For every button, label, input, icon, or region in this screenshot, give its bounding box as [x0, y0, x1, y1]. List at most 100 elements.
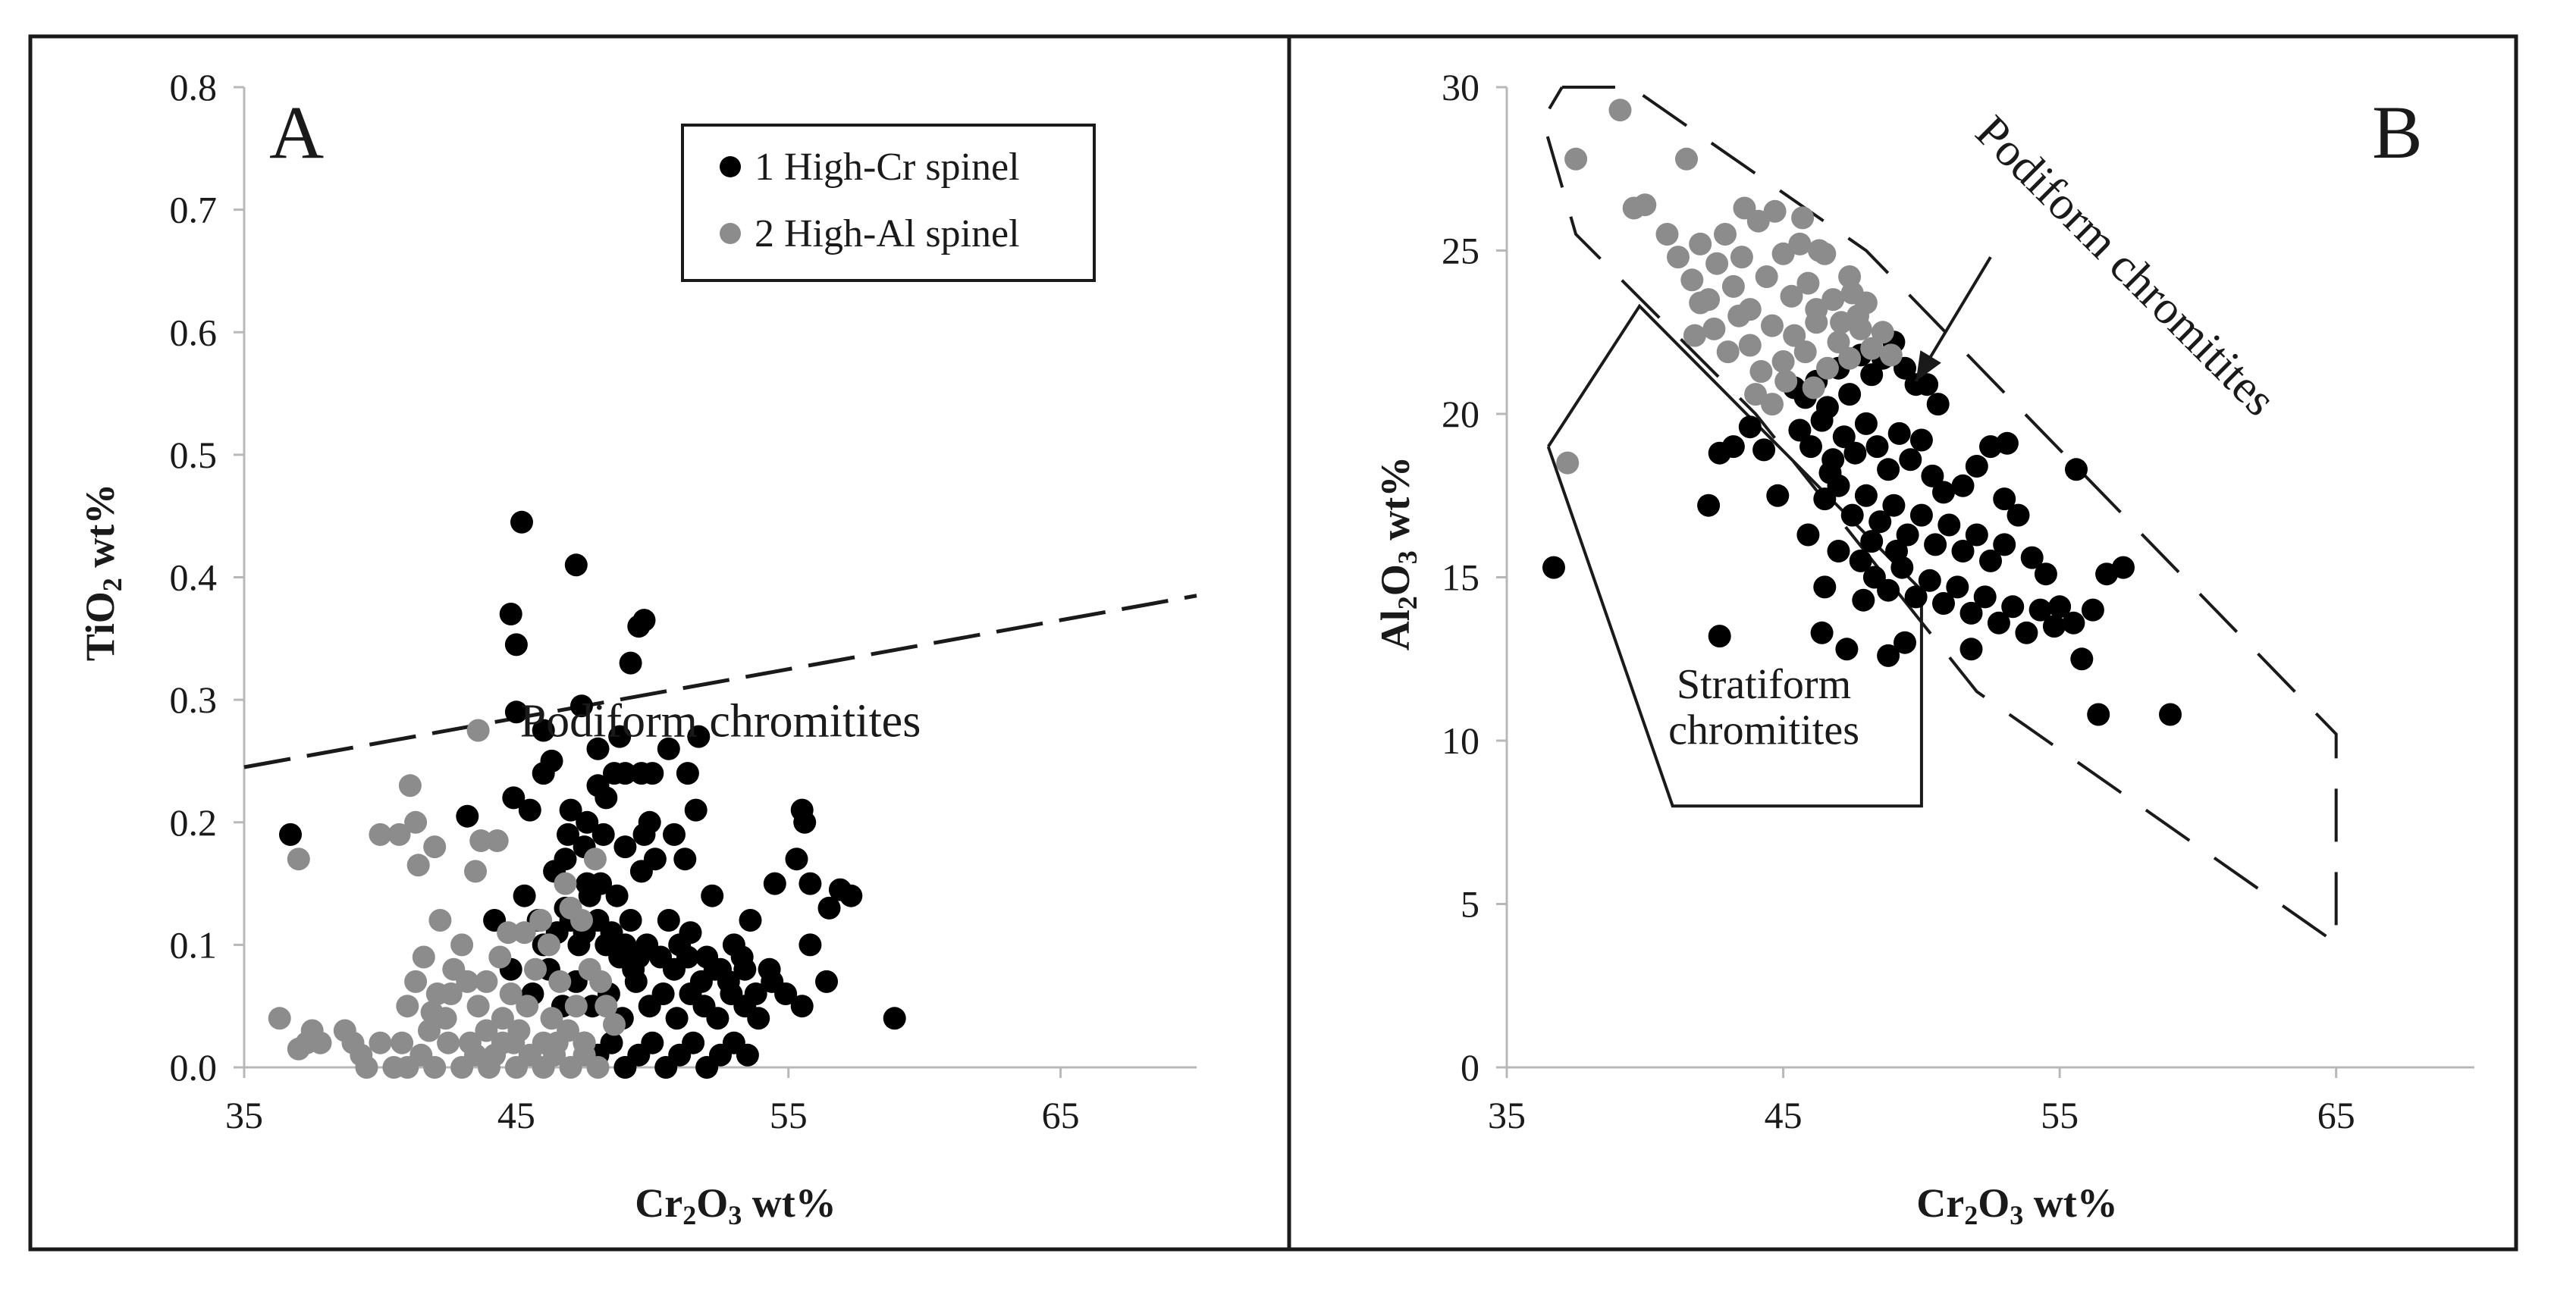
point-high-cr: [1951, 474, 1975, 497]
point-high-al: [537, 933, 560, 957]
y-tick-label: 20: [1442, 393, 1479, 435]
point-high-cr: [1832, 425, 1856, 449]
point-high-al: [1721, 274, 1745, 298]
y-tick-label: 0.5: [170, 434, 218, 476]
panel-a-x-tick-labels: 35 45 55 65: [225, 1067, 1080, 1136]
point-high-al: [423, 835, 447, 859]
point-high-cr: [1995, 431, 2019, 455]
point-high-cr: [1697, 494, 1721, 517]
panel-b-annotation-podiform: Podiform chromitites: [1966, 106, 2286, 426]
point-high-cr: [839, 884, 863, 907]
panel-a-y-axis-title: TiO2 wt%: [77, 484, 127, 662]
outer-frame: [28, 34, 2518, 1252]
point-high-al: [1556, 451, 1580, 475]
point-high-cr: [2042, 615, 2066, 638]
x-tick-label: 55: [770, 1094, 808, 1136]
point-high-cr: [1868, 510, 1892, 534]
point-high-al: [1689, 232, 1712, 255]
point-high-al: [1771, 350, 1795, 373]
point-high-cr: [1885, 540, 1908, 562]
point-high-al: [603, 1013, 626, 1036]
point-high-cr: [1827, 540, 1850, 562]
point-high-cr: [1921, 464, 1944, 487]
point-high-al: [1727, 304, 1751, 327]
point-high-cr: [1810, 409, 1834, 432]
point-high-cr: [665, 1007, 689, 1030]
panel-b-y-tick-labels: 0 5 10 15 20 25 30: [1442, 66, 1507, 1089]
y-tick-label: 10: [1442, 719, 1479, 762]
point-high-cr: [510, 510, 533, 534]
point-high-al: [1827, 331, 1850, 354]
panel-a-legend: 1 High-Cr spinel 2 High-Al spinel: [681, 124, 1096, 282]
point-high-cr: [817, 896, 841, 920]
y-tick-label: 15: [1442, 556, 1479, 599]
point-high-al: [369, 1031, 392, 1054]
point-high-cr: [736, 1043, 759, 1067]
y-tick-label: 0.6: [170, 311, 218, 353]
point-high-al: [586, 1056, 610, 1079]
point-high-cr: [2065, 458, 2088, 481]
x-tick-label: 45: [1765, 1094, 1803, 1136]
point-high-al: [387, 823, 411, 846]
point-high-cr: [799, 933, 822, 957]
point-high-al: [513, 921, 536, 945]
point-high-al: [1761, 393, 1784, 416]
point-high-cr: [717, 970, 740, 993]
y-tick-label: 25: [1442, 230, 1479, 272]
point-high-al: [469, 829, 493, 852]
point-high-al: [466, 995, 490, 1018]
x-tick-label: 35: [1488, 1094, 1526, 1136]
y-tick-label: 0.4: [170, 556, 218, 599]
point-high-al: [488, 945, 512, 969]
boundary-dashed-line: [243, 594, 1197, 769]
point-high-cr: [1894, 631, 1916, 654]
panel-b-arrow: [1914, 256, 1992, 382]
point-high-cr: [2020, 546, 2044, 569]
panel-b: 35 45 55 65 0 5 10 15 20 25 30 B Podiform chromit…: [1373, 66, 2474, 1230]
point-high-cr: [2087, 703, 2110, 726]
point-high-cr: [641, 1031, 664, 1054]
point-high-al: [1788, 232, 1812, 255]
point-high-al: [543, 1043, 566, 1067]
point-high-cr: [651, 982, 675, 1005]
x-tick-label: 45: [497, 1094, 535, 1136]
point-high-al: [1780, 284, 1803, 308]
point-high-al: [475, 1019, 498, 1042]
point-high-cr: [619, 909, 642, 932]
point-high-al: [485, 829, 509, 852]
point-high-cr: [1766, 484, 1790, 507]
point-high-al: [398, 774, 422, 797]
point-high-al: [1761, 314, 1784, 337]
point-high-al: [1667, 246, 1690, 269]
point-high-cr: [1835, 638, 1859, 661]
point-high-al: [1705, 252, 1729, 275]
point-high-al: [548, 970, 572, 993]
point-high-al: [369, 823, 392, 846]
point-high-cr: [1909, 428, 1933, 452]
panel-b-x-axis-title: Cr2O3 wt%: [1916, 1180, 2117, 1230]
point-high-cr: [730, 945, 754, 969]
point-high-cr: [1843, 441, 1867, 465]
point-high-al: [1738, 334, 1762, 357]
stratiform-field-outline: [1546, 303, 1923, 808]
point-high-al: [491, 1007, 514, 1030]
point-high-al: [1838, 346, 1862, 370]
point-high-al: [1702, 317, 1726, 340]
point-high-al: [287, 848, 310, 871]
point-high-cr: [1860, 363, 1884, 387]
y-tick-label: 5: [1461, 883, 1479, 926]
point-high-al: [1808, 239, 1831, 262]
point-high-cr: [682, 1031, 705, 1054]
point-high-cr: [613, 762, 637, 785]
point-high-cr: [785, 848, 808, 871]
point-high-cr: [1852, 588, 1875, 612]
point-high-cr: [632, 609, 656, 632]
point-high-cr: [1738, 415, 1762, 439]
point-high-al: [428, 909, 452, 932]
point-high-cr: [883, 1007, 906, 1030]
point-high-cr: [1854, 412, 1878, 435]
point-high-al: [404, 810, 428, 834]
point-high-al: [1783, 324, 1806, 347]
point-high-cr: [706, 1007, 730, 1030]
